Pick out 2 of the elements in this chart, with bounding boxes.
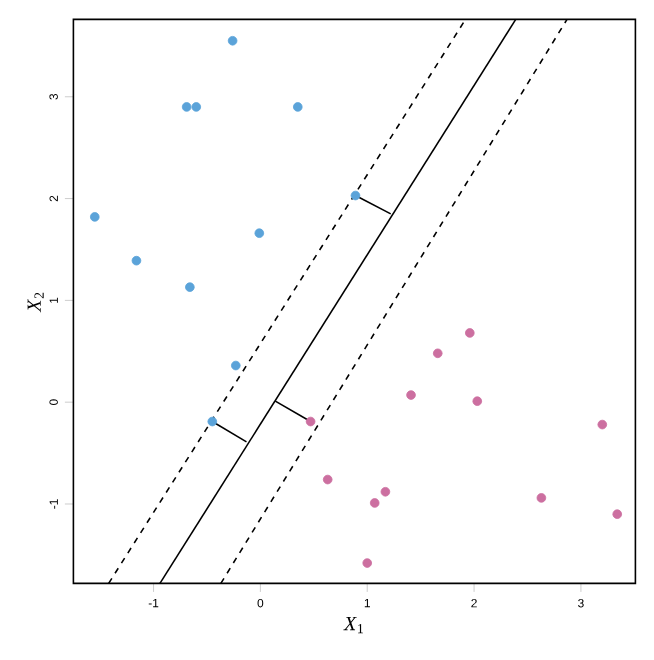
y-axis-title: X$_{2}$ bbox=[27, 292, 44, 313]
x-axis-title: X$_{1}$ bbox=[343, 617, 363, 634]
